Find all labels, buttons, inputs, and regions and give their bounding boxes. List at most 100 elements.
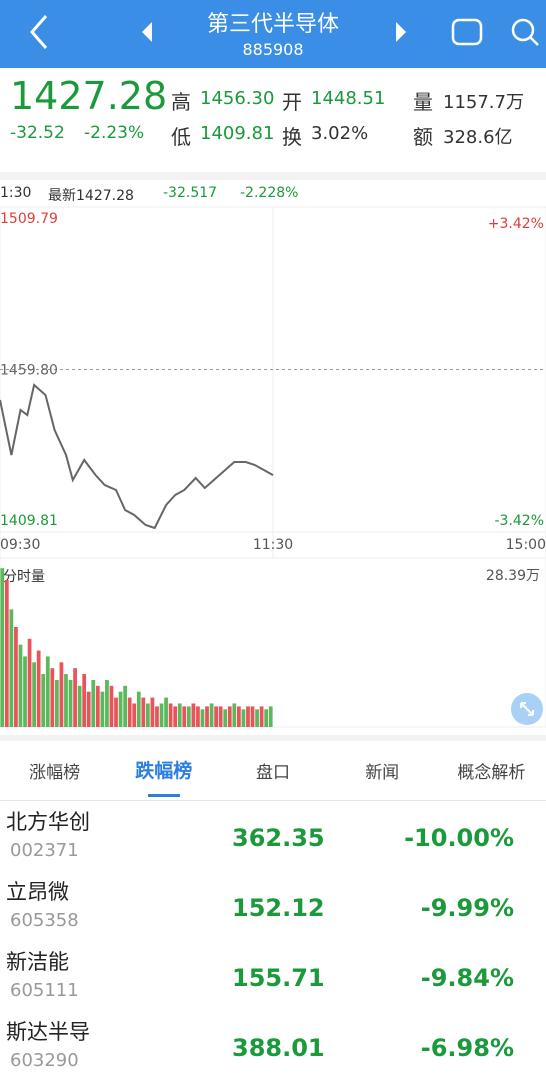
title: 第三代半导体 xyxy=(206,12,339,37)
tab[interactable]: 跌幅榜 xyxy=(135,760,193,782)
tab[interactable]: 涨幅榜 xyxy=(29,763,81,783)
volume-bar xyxy=(23,656,27,727)
stock-price: 362.35 xyxy=(232,824,325,852)
value: 1448.51 xyxy=(311,88,386,109)
volume-bar xyxy=(141,697,146,727)
stock-price: 155.71 xyxy=(232,964,325,992)
stock-name[interactable]: 斯达半导 xyxy=(6,1020,90,1044)
stock-name[interactable]: 北方华创 xyxy=(6,810,90,834)
volume-bar xyxy=(255,709,259,727)
volume-bar xyxy=(41,674,46,727)
chart-title: 分时量 xyxy=(3,569,45,585)
volume-bar xyxy=(100,691,105,727)
volume-bar xyxy=(55,679,59,727)
volume-bar xyxy=(59,662,64,727)
tab-underline xyxy=(147,794,180,797)
label: 开 xyxy=(282,90,302,114)
volume-bar xyxy=(91,679,96,727)
expand-icon xyxy=(520,702,534,716)
volume-bar xyxy=(45,656,50,727)
volume-bar xyxy=(177,703,182,727)
volume-bar xyxy=(132,703,137,727)
volume-bar xyxy=(123,685,127,727)
label: 量 xyxy=(413,90,433,114)
volume-bar xyxy=(0,568,5,727)
info-change-pct: -2.228% xyxy=(240,185,299,201)
bot-button[interactable] xyxy=(451,18,483,46)
value: 1409.81 xyxy=(200,123,275,144)
search-button[interactable] xyxy=(511,18,535,42)
charts: 09:30 11:30 15:00 1509.79 1459.80 1409.81 +3.4… xyxy=(0,206,546,728)
tab[interactable]: 新闻 xyxy=(365,763,400,783)
change: -32.52 xyxy=(10,123,65,143)
label: 换 xyxy=(282,125,302,149)
value: 1456.30 xyxy=(200,88,275,109)
value: 328.6亿 xyxy=(443,127,513,148)
stock-code: 603290 xyxy=(10,1050,79,1071)
info-latest: 最新1427.28 xyxy=(48,188,134,204)
stock-name[interactable]: 立昂微 xyxy=(6,880,69,904)
back-button[interactable] xyxy=(30,15,48,49)
x-tick-label: 09:30 xyxy=(0,537,40,553)
search-handle xyxy=(529,36,539,46)
volume-bar xyxy=(14,627,18,727)
volume-bar xyxy=(136,691,141,727)
divider xyxy=(0,800,546,801)
volume-bar xyxy=(209,703,214,727)
stock-code: 605358 xyxy=(10,910,79,931)
y-tick-label: 1409.81 xyxy=(0,513,58,529)
separator xyxy=(0,735,546,741)
volume-bar xyxy=(73,668,77,727)
info-change: -32.517 xyxy=(163,185,218,201)
volume-bar xyxy=(250,706,255,727)
volume-bar xyxy=(237,706,241,727)
volume-bar xyxy=(109,685,114,727)
label: 额 xyxy=(413,125,433,149)
price: 1427.28 xyxy=(10,74,168,118)
stock-code: 605111 xyxy=(10,980,79,1001)
volume-bar xyxy=(223,709,228,727)
volume-bar xyxy=(27,638,32,727)
label: 低 xyxy=(171,125,191,149)
info-time: 1:30 xyxy=(0,185,32,201)
volume-bar xyxy=(64,674,68,727)
code: 885908 xyxy=(242,40,304,59)
volume-bar xyxy=(200,709,205,727)
volume-bar xyxy=(214,706,218,727)
volume-bar xyxy=(155,706,159,727)
stock-change-pct: -9.99% xyxy=(420,894,514,922)
tab[interactable]: 盘口 xyxy=(255,763,290,783)
volume-bar xyxy=(114,697,118,727)
stock-code: 002371 xyxy=(10,840,79,861)
change-pct: -2.23% xyxy=(84,123,145,143)
top-bar xyxy=(0,0,546,68)
volume-bar xyxy=(218,706,223,727)
volume-bar xyxy=(77,685,82,727)
volume-bar xyxy=(82,674,87,727)
stock-name[interactable]: 新洁能 xyxy=(6,950,69,974)
tab[interactable]: 概念解析 xyxy=(457,763,526,783)
plot-frame xyxy=(0,557,546,728)
separator xyxy=(0,172,546,180)
volume-bar xyxy=(9,609,14,727)
volume-bar xyxy=(159,703,164,727)
volume-bar xyxy=(32,662,36,727)
volume-bar xyxy=(164,697,168,727)
y-tick-label: 1509.79 xyxy=(0,211,58,227)
volume-bar xyxy=(86,691,91,727)
value: 1157.7万 xyxy=(443,92,524,113)
volume-bar xyxy=(205,706,209,727)
prev-button[interactable] xyxy=(142,22,152,42)
volume-bar xyxy=(227,706,232,727)
next-button[interactable] xyxy=(396,22,406,42)
expand-button[interactable] xyxy=(510,692,544,726)
stock-price: 152.12 xyxy=(232,894,325,922)
volume-bar xyxy=(232,703,237,727)
volume-bar xyxy=(95,685,100,727)
volume-bar xyxy=(146,703,150,727)
stock-change-pct: -6.98% xyxy=(420,1034,514,1062)
volume-bar xyxy=(105,679,109,727)
volume-bar xyxy=(173,706,178,727)
volume-bar xyxy=(264,709,269,727)
